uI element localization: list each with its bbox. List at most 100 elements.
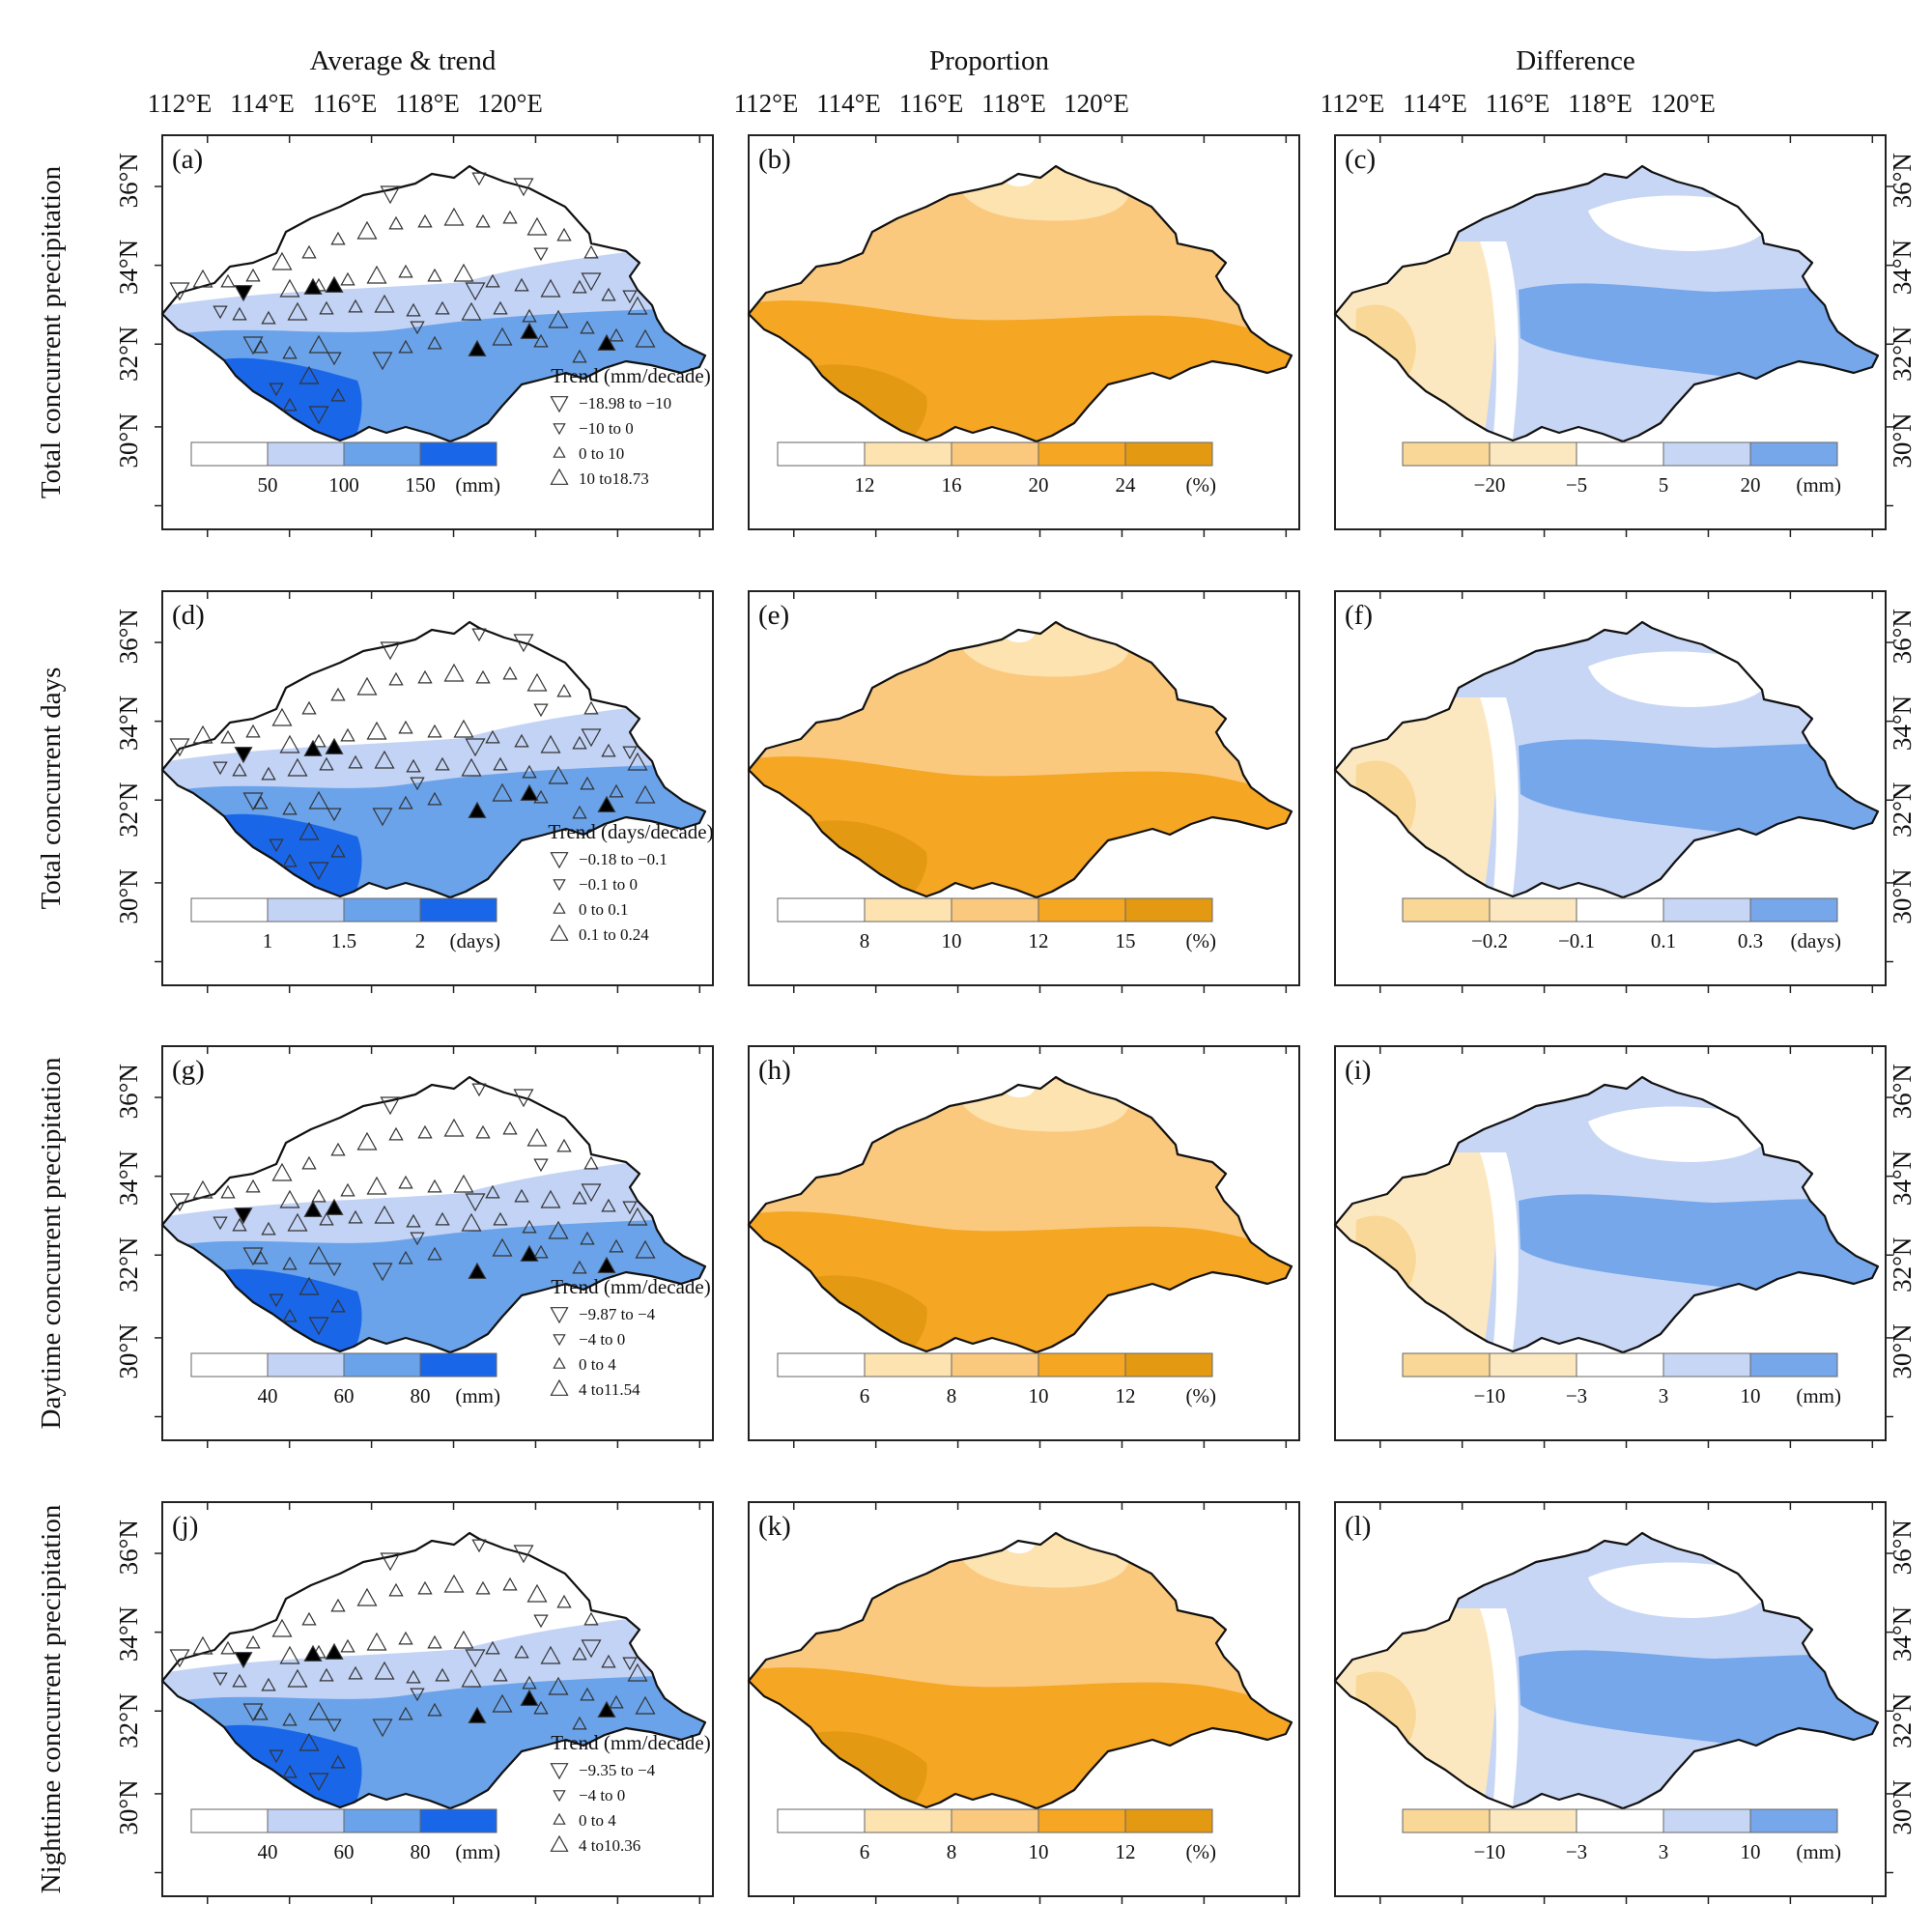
trend-up-marker: [366, 265, 387, 284]
colorbar-swatch: [190, 897, 269, 923]
fill-class-5: [1519, 1650, 1878, 1753]
trend-up-marker: [514, 733, 529, 748]
trend-up-marker: [572, 1260, 587, 1274]
latitude-label: 34°N: [1888, 240, 1917, 295]
longitude-label: 114°E: [816, 89, 881, 118]
panel-label: (l): [1345, 1511, 1371, 1542]
trend-up-marker: [319, 300, 334, 315]
trend-legend: Trend (days/decade) −0.18 to −0.1 −0.1 to …: [548, 820, 713, 944]
colorbar-tick-label: −5: [1566, 473, 1587, 497]
colorbar-tick-label: −20: [1474, 473, 1506, 497]
trend-legend: Trend (mm/decade) −18.98 to −10 −10 to 0 0 …: [550, 364, 711, 488]
latitude-label: 32°N: [1888, 1237, 1917, 1293]
trend-down-marker: [269, 838, 284, 853]
longitude-label: 114°E: [1403, 89, 1467, 118]
trend-up-marker: [427, 1246, 442, 1261]
trend-up-marker: [485, 1640, 500, 1655]
trend-down-marker: [372, 808, 393, 827]
colorbar-tick-label: 12: [1116, 1384, 1136, 1407]
trend-up-marker: [461, 1668, 482, 1688]
trend-up-marker: [340, 1638, 355, 1653]
trend-down-marker: [471, 1083, 487, 1097]
trend-up-marker: [406, 1669, 421, 1684]
trend-legend-title: Trend (mm/decade): [551, 1275, 710, 1298]
trend-up-marker: [475, 669, 491, 684]
colorbar-swatch: [343, 897, 421, 923]
latitude-label: 32°N: [114, 1237, 143, 1293]
column-title: Difference: [1516, 45, 1634, 76]
colorbar-tick-label: 10: [1029, 1384, 1049, 1407]
trend-up-marker: [253, 1250, 269, 1264]
trend-up-marker: [279, 1645, 300, 1664]
colorbar-tick-label: 60: [334, 1384, 355, 1407]
latitude-label: 32°N: [114, 782, 143, 838]
colorbar-tick-label: 1.5: [331, 929, 356, 952]
trend-up-marker: [427, 268, 442, 282]
colorbar-swatch: [267, 897, 345, 923]
trend-up-marker: [279, 1189, 300, 1208]
trend-down-marker: [169, 282, 190, 301]
longitude-label: 114°E: [230, 89, 295, 118]
trend-down-marker: [465, 1193, 486, 1212]
trend-up-marker: [325, 737, 344, 754]
trend-up-marker: [526, 672, 548, 692]
colorbar-tick-label: 100: [328, 473, 359, 497]
trend-up-marker: [502, 210, 518, 224]
trend-down-marker: [410, 1688, 425, 1702]
trend-legend-item: 0.1 to 0.24: [579, 925, 649, 944]
station-markers: [169, 628, 656, 881]
basin-boundary: [160, 164, 707, 443]
trend-down-marker: [242, 336, 264, 355]
trend-legend-item: −0.18 to −0.1: [579, 850, 668, 868]
trend-up-marker: [311, 733, 327, 748]
trend-up-marker: [550, 923, 569, 941]
trend-up-marker: [533, 789, 549, 804]
trend-up-marker: [406, 302, 421, 317]
trend-down-marker: [533, 1614, 549, 1629]
colorbar-swatch: [1576, 441, 1664, 467]
trend-up-marker: [556, 1138, 572, 1152]
trend-up-marker: [597, 795, 616, 812]
trend-up-marker: [325, 1642, 344, 1660]
trend-up-marker: [522, 1675, 537, 1690]
colorbar-swatch: [864, 1352, 952, 1378]
fill-class-3: [1588, 1106, 1769, 1162]
trend-up-marker: [356, 220, 378, 240]
trend-up-marker: [261, 766, 276, 781]
map-panel-b: (b) 112°E 114°E 116°E 118°E 120°E 12 16 20 24 (%): [734, 89, 1300, 537]
colorbar-unit: (%): [1186, 929, 1216, 952]
trend-up-marker: [366, 1632, 387, 1651]
colorbar-swatch: [1124, 1352, 1213, 1378]
trend-up-marker: [485, 1184, 500, 1199]
trend-down-marker: [410, 777, 425, 791]
trend-down-marker: [308, 1773, 329, 1792]
map-panel-a: (a) 112°E 114°E 116°E 118°E 120°E 36°N 34°N 32°N…: [114, 89, 714, 537]
colorbar-swatch: [343, 1808, 421, 1833]
trend-up-marker: [533, 1244, 549, 1259]
trend-down-marker: [242, 1703, 264, 1722]
trend-legend-item: 0 to 10: [579, 444, 624, 463]
trend-down-marker: [380, 1096, 401, 1116]
colorbar-unit: (%): [1186, 1840, 1216, 1863]
colorbar-unit: (mm): [1796, 473, 1841, 497]
trend-down-marker: [581, 1183, 602, 1203]
trend-up-marker: [526, 216, 548, 236]
trend-down-marker: [513, 1089, 534, 1108]
trend-up-marker: [520, 1244, 539, 1262]
trend-up-marker: [514, 1644, 529, 1659]
latitude-label: 36°N: [114, 1520, 143, 1575]
trend-legend-item: −4 to 0: [579, 1786, 625, 1804]
trend-up-marker: [453, 263, 474, 282]
trend-up-marker: [406, 1213, 421, 1228]
colorbar-swatch: [1749, 897, 1838, 923]
colorbar-tick-label: 10: [1741, 1384, 1761, 1407]
row-title: Nighttime concurrent precipitation: [36, 1504, 67, 1893]
trend-up-marker: [325, 1198, 344, 1215]
trend-up-marker: [192, 724, 213, 744]
basin-boundary: [1333, 1531, 1880, 1810]
colorbar-tick-label: 16: [942, 473, 962, 497]
trend-up-marker: [485, 273, 500, 288]
trend-up-marker: [232, 306, 247, 321]
trend-up-marker: [282, 345, 298, 359]
trend-down-marker: [213, 1216, 228, 1231]
